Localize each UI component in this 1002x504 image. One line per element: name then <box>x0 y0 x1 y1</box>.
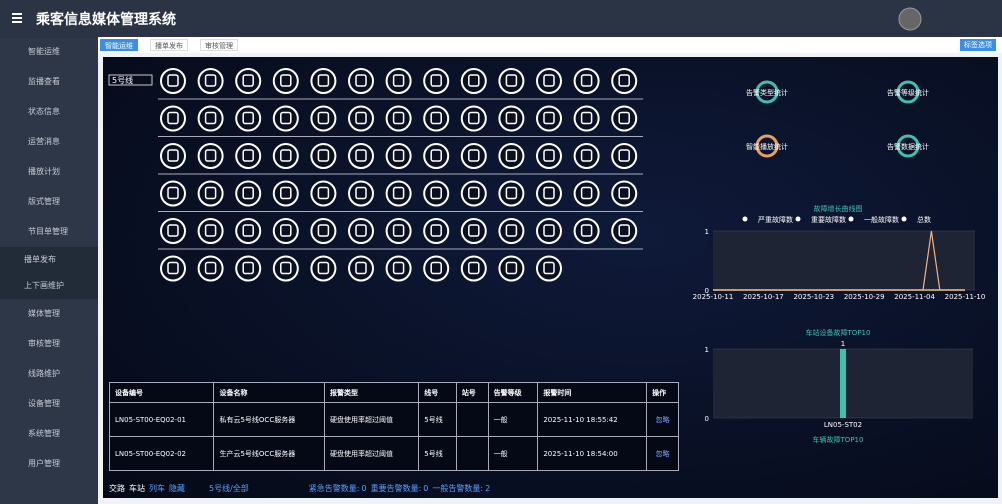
footer-tab[interactable]: 车站 <box>129 484 145 493</box>
menu-item[interactable]: 播放计划 <box>28 167 60 176</box>
table-header-row: 设备编号 设备名称 报警类型 线号 站号 告警等级 报警时间 操作 <box>108 382 679 403</box>
menu-item[interactable]: 状态信息 <box>28 107 60 116</box>
tab-options[interactable]: 标签选项 <box>960 39 996 51</box>
menu-item[interactable]: 智能运维 <box>28 47 60 56</box>
table-cell: 一般 <box>487 436 539 471</box>
menu-item[interactable]: 设备管理 <box>28 399 60 408</box>
footer-tab[interactable]: 交路 <box>109 484 125 493</box>
count-label: 重要告警数量: <box>370 484 422 493</box>
table-header: 线号 <box>418 382 457 403</box>
table-cell: 2025-11-10 18:55:42 <box>537 402 648 437</box>
menu-item[interactable]: 监播查看 <box>28 77 60 86</box>
tab[interactable]: 审核管理 <box>200 39 238 51</box>
table-row: LN05-ST00-EQ02-01 私有云5号线OCC服务器 硬盘使用率超过阈值 5号… <box>108 402 679 437</box>
table-header: 操作 <box>646 382 679 403</box>
tab[interactable]: 播单发布 <box>150 39 188 51</box>
table-cell: 一般 <box>487 402 539 437</box>
menu-item[interactable]: 运营消息 <box>28 137 60 146</box>
table-header: 设备编号 <box>108 382 215 403</box>
submenu-item[interactable]: 播单发布 <box>0 247 98 273</box>
tab-bar: 标签选项 智能运维 播单发布 审核管理 <box>98 37 1002 53</box>
table-cell[interactable]: 忽略 <box>646 402 679 437</box>
count-value: 0 <box>423 484 429 493</box>
table-cell <box>455 402 489 437</box>
table-cell: 私有云5号线OCC服务器 <box>213 402 325 437</box>
footer-filter[interactable]: 5号线/全部 <box>209 484 249 493</box>
menu-item[interactable]: 版式管理 <box>28 197 60 206</box>
table-header: 设备名称 <box>213 382 325 403</box>
alarm-table: 设备编号 设备名称 报警类型 线号 站号 告警等级 报警时间 操作 LN05-ST00-EQ02… <box>108 382 679 471</box>
table-cell: 生产云5号线OCC服务器 <box>213 436 325 471</box>
table-cell: 5号线 <box>418 402 457 437</box>
menu-item[interactable]: 用户管理 <box>28 459 60 468</box>
count-value: 2 <box>485 484 491 493</box>
sidebar: 智能运维监播查看状态信息运营消息播放计划版式管理节目单管理播单发布 上下画维护媒体… <box>0 37 98 504</box>
app-title: 乘客信息媒体管理系统 <box>36 12 176 28</box>
menu-item[interactable]: 线路维护 <box>28 369 60 378</box>
table-cell <box>455 436 489 471</box>
menu-item[interactable]: 节目单管理 <box>28 227 68 236</box>
header: 乘客信息媒体管理系统 <box>0 0 1002 37</box>
table-header: 报警时间 <box>537 382 648 403</box>
table-cell: 5号线 <box>418 436 457 471</box>
table-header: 报警类型 <box>323 382 420 403</box>
footer-tab[interactable]: 隐藏 <box>169 484 185 493</box>
tab[interactable]: 智能运维 <box>100 39 138 51</box>
table-header: 告警等级 <box>487 382 539 403</box>
footer-bar: 交路 车站 列车 隐藏 5号线/全部 紧急告警数量: 0 重要告警数量: 0 一般告警数量: 2 <box>109 483 494 494</box>
table-cell: 2025-11-10 18:54:00 <box>537 436 648 471</box>
count-label: 紧急告警数量: <box>308 484 360 493</box>
table-cell: 硬盘使用率超过阈值 <box>323 402 420 437</box>
avatar[interactable] <box>898 7 922 31</box>
table-header: 站号 <box>455 382 489 403</box>
table-cell: LN05-ST00-EQ02-01 <box>108 402 215 437</box>
table-cell[interactable]: 忽略 <box>646 436 679 471</box>
menu-item[interactable]: 系统管理 <box>28 429 60 438</box>
count-value: 0 <box>361 484 367 493</box>
submenu-item[interactable]: 上下画维护 <box>0 273 98 299</box>
table-cell: LN05-ST00-EQ02-02 <box>108 436 215 471</box>
table-row: LN05-ST00-EQ02-02 生产云5号线OCC服务器 硬盘使用率超过阈值 5号… <box>108 436 679 471</box>
menu-icon[interactable] <box>12 12 24 24</box>
menu-item[interactable]: 审核管理 <box>28 339 60 348</box>
menu-item[interactable]: 媒体管理 <box>28 309 60 318</box>
count-label: 一般告警数量: <box>432 484 484 493</box>
footer-tab[interactable]: 列车 <box>149 484 165 493</box>
table-cell: 硬盘使用率超过阈值 <box>323 436 420 471</box>
